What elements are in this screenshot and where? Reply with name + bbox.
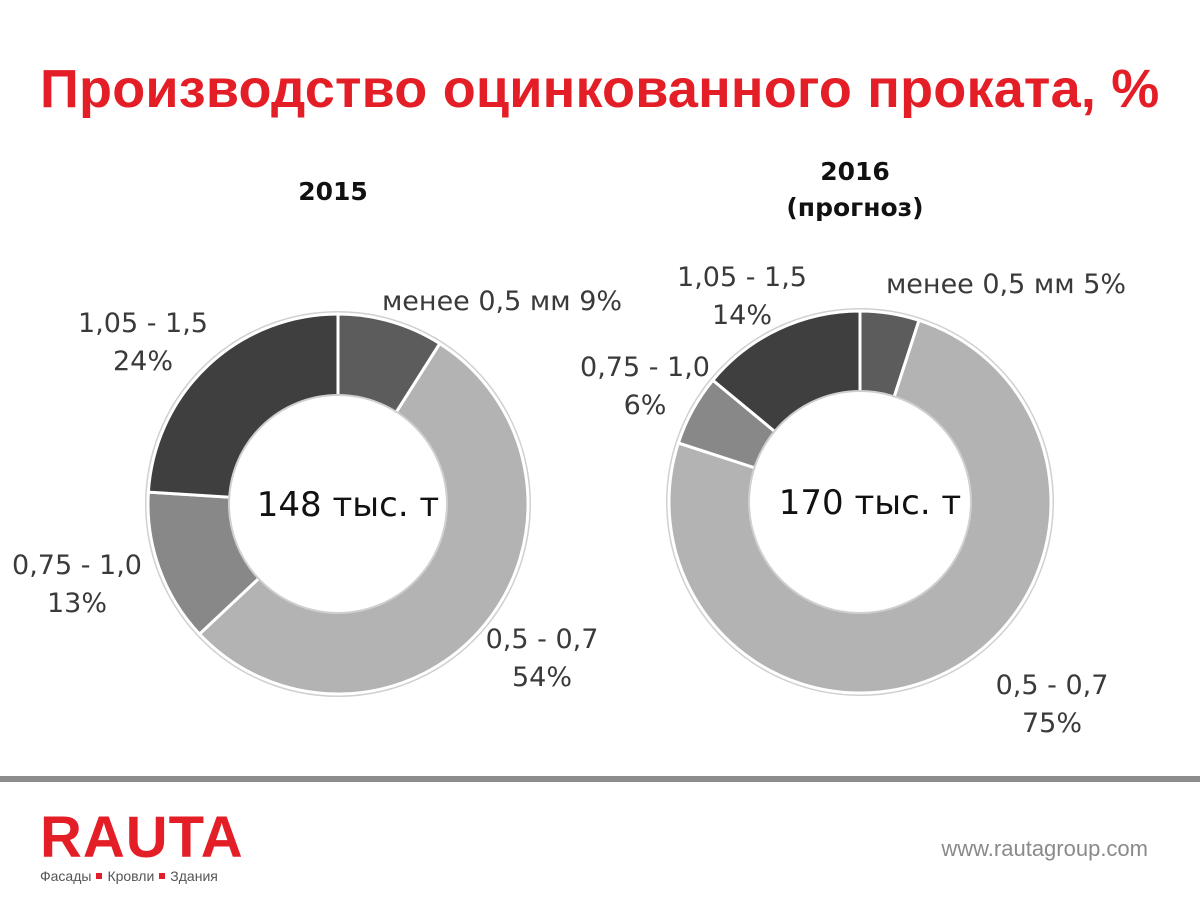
slice-category: 0,5 - 0,7	[486, 624, 599, 655]
slice-label-menee-05: менее 0,5 мм 5%	[886, 269, 1126, 300]
slice-value: 24%	[113, 346, 173, 377]
slice-category: 1,05 - 1,5	[78, 308, 208, 339]
logo-wordmark: RAUTA	[40, 805, 244, 870]
chart-title-2016: 2016 (прогноз)	[755, 154, 955, 226]
slice-label-105-15: 1,05 - 1,5 14%	[677, 262, 807, 331]
donut-inner-ring	[748, 390, 972, 614]
tagline-item: Здания	[170, 868, 218, 884]
tagline-dot-icon	[96, 873, 103, 880]
donut-slice-105-15	[146, 312, 340, 499]
slice-category: 0,75 - 1,0	[12, 550, 142, 581]
slice-label-05-07: 0,5 - 0,7 54%	[486, 624, 599, 693]
slice-value: 75%	[1022, 708, 1082, 739]
donut-outer-ring	[145, 311, 531, 697]
slice-category: 0,75 - 1,0	[580, 352, 710, 383]
page-title: Производство оцинкованного проката, %	[40, 59, 1160, 119]
chart-title-2016-subtitle: (прогноз)	[786, 193, 924, 222]
slice-label-105-15: 1,05 - 1,5 24%	[78, 308, 208, 377]
donut-chart-2016: 170 тыс. т менее 0,5 мм 5% 0,5 - 0,7 75% 0,7…	[580, 262, 1126, 739]
donut-chart-2015: 148 тыс. т менее 0,5 мм 9% 0,5 - 0,7 54% 0,7…	[12, 286, 622, 697]
website-link[interactable]: www.rautagroup.com	[941, 836, 1148, 861]
slice-label-menee-05: менее 0,5 мм 9%	[382, 286, 622, 317]
slice-value: 14%	[712, 300, 772, 331]
logo-tagline: Фасады Кровли Здания	[40, 868, 244, 884]
slice-category: менее 0,5 мм	[382, 286, 579, 317]
slice-value: 9%	[579, 286, 622, 317]
slice-label-075-10: 0,75 - 1,0 6%	[580, 352, 710, 421]
chart-title-2016-year: 2016	[820, 157, 890, 186]
donut-slice-05-07	[667, 318, 1053, 695]
footer-divider	[0, 776, 1200, 782]
slice-label-075-10: 0,75 - 1,0 13%	[12, 550, 142, 619]
chart-center-label: 170 тыс. т	[779, 483, 961, 523]
chart-title-2015: 2015	[268, 174, 398, 210]
slice-label-05-07: 0,5 - 0,7 75%	[996, 670, 1109, 739]
donut-inner-ring	[228, 394, 448, 614]
rauta-logo[interactable]: RAUTA Фасады Кровли Здания	[40, 805, 244, 885]
slice-value: 13%	[47, 588, 107, 619]
donut-slice-05-07	[197, 341, 530, 696]
donut-charts: 148 тыс. т менее 0,5 мм 9% 0,5 - 0,7 54% 0,7…	[12, 262, 1126, 739]
tagline-item: Фасады	[40, 868, 92, 884]
chart-center-label: 148 тыс. т	[257, 485, 439, 525]
slice-value: 54%	[512, 662, 572, 693]
chart-title-2015-year: 2015	[298, 177, 368, 206]
slice-category: менее 0,5 мм	[886, 269, 1083, 300]
slice-category: 0,5 - 0,7	[996, 670, 1109, 701]
donut-slice-105-15	[710, 309, 862, 434]
slice-value: 5%	[1083, 269, 1126, 300]
tagline-item: Кровли	[107, 868, 155, 884]
donut-outer-ring	[666, 308, 1054, 696]
slice-value: 6%	[624, 390, 667, 421]
tagline-dot-icon	[159, 873, 166, 880]
slice-category: 1,05 - 1,5	[677, 262, 807, 293]
